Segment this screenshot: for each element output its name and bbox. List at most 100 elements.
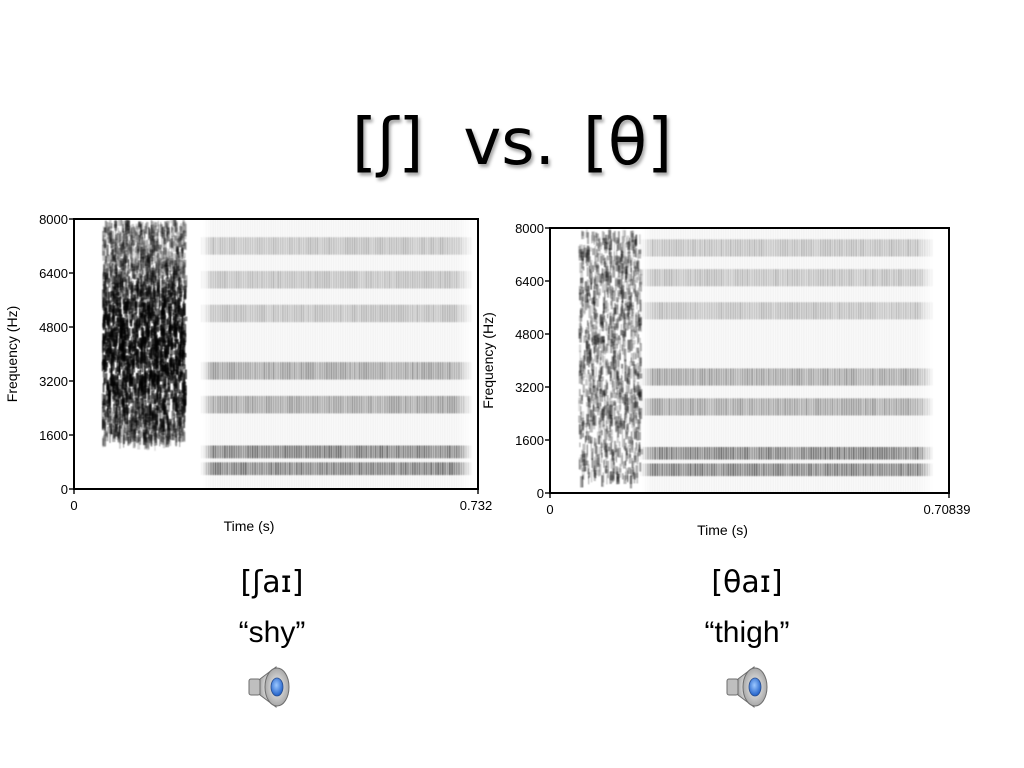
fricative-noise-mark bbox=[158, 279, 160, 287]
glottal-striation-mark bbox=[210, 219, 212, 489]
fricative-noise-mark bbox=[130, 320, 133, 327]
fricative-noise-mark bbox=[135, 225, 139, 236]
fricative-noise-mark bbox=[594, 470, 597, 479]
fricative-noise-mark bbox=[147, 374, 151, 381]
fricative-noise-mark bbox=[610, 429, 613, 436]
fricative-noise-mark bbox=[606, 255, 610, 261]
formant-band-mark bbox=[644, 463, 647, 477]
glottal-striation-mark bbox=[460, 219, 462, 489]
fricative-noise-mark bbox=[108, 332, 111, 338]
fricative-noise-mark bbox=[106, 338, 109, 347]
fricative-noise-mark bbox=[127, 331, 130, 345]
fricative-noise-mark bbox=[612, 341, 614, 350]
fricative-noise-mark bbox=[160, 393, 163, 402]
glottal-striation-mark bbox=[353, 219, 356, 489]
fricative-noise-mark bbox=[154, 225, 157, 231]
fricative-noise-mark bbox=[159, 410, 161, 422]
fricative-noise-mark bbox=[618, 378, 622, 385]
fricative-noise-mark bbox=[610, 400, 613, 407]
fricative-noise-mark bbox=[124, 335, 128, 347]
fricative-noise-mark bbox=[103, 298, 107, 304]
fricative-noise-mark bbox=[591, 416, 595, 426]
glottal-striation-mark bbox=[284, 219, 286, 489]
fricative-noise-mark bbox=[150, 338, 154, 351]
fricative-noise-mark bbox=[136, 330, 139, 339]
fricative-noise-mark bbox=[161, 275, 164, 280]
fricative-noise-mark bbox=[157, 384, 161, 392]
fricative-noise-mark bbox=[142, 432, 145, 439]
fricative-noise-mark bbox=[582, 384, 585, 393]
fricative-noise-mark bbox=[105, 400, 108, 407]
fricative-noise-mark bbox=[107, 426, 111, 434]
fricative-noise-mark bbox=[178, 359, 182, 366]
glottal-striation-mark bbox=[226, 219, 228, 489]
fricative-noise-mark bbox=[125, 348, 129, 354]
glottal-striation-mark bbox=[675, 228, 677, 493]
glottal-striation-mark bbox=[256, 219, 258, 489]
fricative-noise-mark bbox=[104, 410, 107, 418]
fricative-noise-mark bbox=[143, 400, 146, 413]
glottal-striation-mark bbox=[212, 219, 214, 489]
fricative-noise-mark bbox=[579, 364, 582, 372]
glottal-striation-mark bbox=[647, 228, 649, 493]
fricative-noise-mark bbox=[130, 234, 134, 244]
fricative-noise-mark bbox=[164, 221, 167, 229]
fricative-noise-mark bbox=[148, 244, 150, 256]
fricative-noise-mark bbox=[134, 427, 137, 435]
fricative-noise-mark bbox=[617, 231, 620, 244]
fricative-noise-mark bbox=[171, 282, 174, 289]
fricative-noise-mark bbox=[128, 301, 131, 314]
fricative-noise-mark bbox=[616, 375, 619, 383]
fricative-noise-mark bbox=[179, 413, 182, 421]
formant-band-mark bbox=[467, 362, 470, 380]
formant-band-mark bbox=[469, 237, 472, 255]
fricative-noise-mark bbox=[590, 440, 592, 452]
fricative-noise-mark bbox=[184, 316, 188, 322]
fricative-noise-mark bbox=[618, 404, 621, 412]
formant-band-mark bbox=[465, 362, 467, 380]
glottal-striation-mark bbox=[372, 219, 374, 489]
fricative-noise-mark bbox=[602, 336, 605, 343]
fricative-noise-mark bbox=[609, 442, 613, 455]
fricative-noise-mark bbox=[141, 236, 144, 244]
fricative-noise-mark bbox=[138, 222, 141, 227]
glottal-striation-mark bbox=[245, 219, 247, 489]
fricative-noise-mark bbox=[173, 270, 177, 282]
fricative-noise-mark bbox=[174, 435, 178, 446]
fricative-noise-mark bbox=[579, 321, 582, 327]
fricative-noise-mark bbox=[181, 248, 184, 254]
fricative-noise-mark bbox=[581, 411, 585, 420]
formant-band-mark bbox=[203, 445, 205, 459]
fricative-noise-mark bbox=[157, 314, 160, 322]
fricative-noise-mark bbox=[581, 420, 584, 431]
fricative-noise-mark bbox=[624, 303, 628, 311]
fricative-noise-mark bbox=[116, 302, 120, 313]
fricative-noise-mark bbox=[151, 292, 154, 297]
fricative-noise-mark bbox=[140, 279, 143, 287]
fricative-noise-mark bbox=[601, 365, 604, 375]
glottal-striation-mark bbox=[381, 219, 383, 489]
fricative-noise-mark bbox=[141, 356, 144, 364]
glottal-striation-mark bbox=[398, 219, 400, 489]
fricative-noise-mark bbox=[588, 284, 590, 295]
fricative-noise-mark bbox=[122, 407, 126, 413]
fricative-noise-mark bbox=[169, 251, 173, 257]
fricative-noise-mark bbox=[612, 337, 615, 346]
fricative-noise-mark bbox=[587, 292, 591, 297]
fricative-noise-mark bbox=[630, 431, 633, 441]
fricative-noise-mark bbox=[179, 420, 183, 433]
fricative-noise-mark bbox=[147, 332, 149, 337]
glottal-striation-mark bbox=[228, 219, 230, 489]
fricative-noise-mark bbox=[183, 324, 187, 337]
fricative-noise-mark bbox=[158, 336, 162, 342]
fricative-noise-mark bbox=[629, 392, 631, 401]
formant-band-mark bbox=[200, 445, 203, 459]
fricative-noise-mark bbox=[625, 442, 627, 451]
glottal-striation-mark bbox=[656, 228, 658, 493]
fricative-noise-mark bbox=[621, 452, 623, 465]
formant-band-mark bbox=[467, 462, 470, 476]
fricative-noise-mark bbox=[591, 324, 594, 338]
fricative-noise-mark bbox=[102, 403, 106, 413]
fricative-noise-mark bbox=[171, 242, 173, 254]
fricative-noise-mark bbox=[609, 417, 613, 424]
